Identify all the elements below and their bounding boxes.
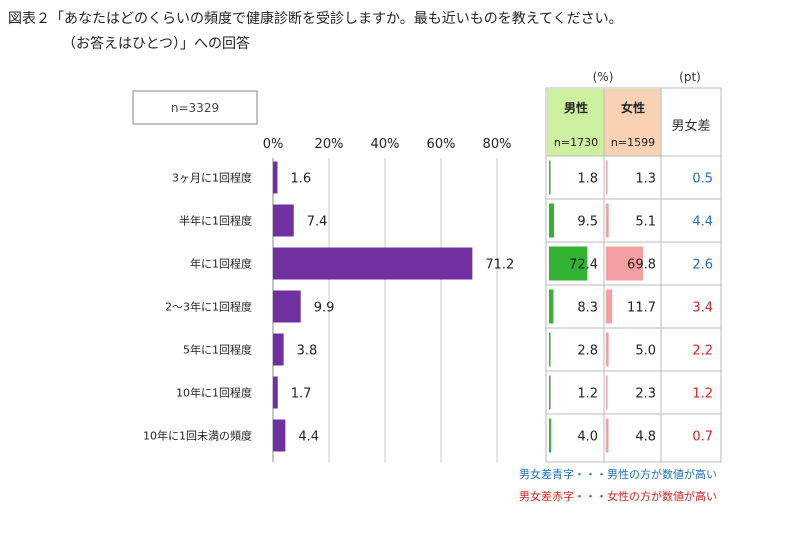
male-bar: [549, 418, 552, 453]
female-header-cell: [604, 89, 661, 156]
legend-note-red: 男女差赤字・・・女性の方が数値が高い: [519, 489, 717, 503]
category-label: 10年に1回未満の頻度: [143, 429, 252, 443]
unit-pt-label: (pt): [679, 70, 701, 84]
male-value: 1.8: [577, 172, 598, 187]
sample-box: [132, 90, 258, 125]
data-label: 1.7: [291, 387, 312, 402]
male-bar: [549, 160, 551, 195]
male-n-label: n=1730: [554, 136, 598, 149]
title-line-2: （お答えはひとつ）」への回答: [62, 35, 250, 52]
x-tick-label: 0%: [263, 137, 284, 152]
female-n-label: n=1599: [611, 136, 655, 149]
table-rows: 1.8 1.3 0.5 9.5 5.1 4.4 72.4 69.8 2.6 8.3 11.7 3.4 2…: [546, 160, 721, 453]
category-label: 10年に1回程度: [176, 386, 252, 400]
data-table: 男性 n=1730 女性 n=1599 男女差 1.8 1.3 0.5 9.5 5.1 4…: [545, 87, 722, 463]
diff-value: 4.4: [692, 215, 713, 230]
bar: [273, 376, 278, 409]
diff-value: 1.2: [692, 387, 713, 402]
data-label: 71.2: [485, 258, 514, 273]
male-bar: [549, 375, 551, 410]
male-header-label: 男性: [564, 100, 588, 115]
female-value: 5.0: [635, 344, 656, 359]
female-bar: [606, 332, 609, 367]
bar: [273, 204, 294, 237]
female-value: 11.7: [627, 301, 656, 316]
data-label: 9.9: [314, 301, 335, 316]
female-value: 2.3: [635, 387, 656, 402]
male-value: 1.2: [577, 387, 598, 402]
male-value: 8.3: [577, 301, 598, 316]
data-label: 1.6: [290, 172, 311, 187]
category-label: 年に1回程度: [190, 257, 252, 271]
male-bar: [549, 246, 588, 281]
female-value: 69.8: [627, 258, 656, 273]
male-value: 72.4: [569, 258, 598, 273]
bar: [273, 161, 278, 194]
bar: [273, 290, 301, 323]
female-value: 1.3: [635, 172, 656, 187]
female-bar: [606, 160, 608, 195]
male-bar: [549, 332, 551, 367]
category-label: 2～3年に1回程度: [165, 300, 252, 314]
bar: [273, 419, 286, 452]
male-header-cell: [547, 89, 604, 156]
diff-value: 3.4: [692, 301, 713, 316]
female-bar: [606, 289, 613, 324]
bar: [273, 333, 284, 366]
data-label: 3.8: [297, 344, 318, 359]
title-line-1: 図表２「あなたはどのくらいの頻度で健康診断を受診しますか。最も近いものを教えてく…: [8, 10, 623, 27]
female-header-label: 女性: [621, 100, 645, 115]
female-value: 4.8: [635, 430, 656, 445]
x-axis-ticks: 0% 20% 40% 60% 80%: [263, 137, 512, 152]
data-label: 7.4: [307, 215, 328, 230]
male-value: 9.5: [577, 215, 598, 230]
x-tick-label: 40%: [371, 137, 400, 152]
female-bar: [606, 203, 609, 238]
sample-label: n=3329: [171, 101, 219, 115]
bars: 3ヶ月に1回程度 1.6 半年に1回程度 7.4 年に1回程度 71.2 2～3年に1回程度…: [143, 161, 514, 452]
data-label: 4.4: [298, 430, 319, 445]
male-value: 4.0: [577, 430, 598, 445]
diff-value: 0.5: [692, 172, 713, 187]
category-label: 5年に1回程度: [183, 343, 252, 357]
female-value: 5.1: [635, 215, 656, 230]
legend-note-blue: 男女差青字・・・男性の方が数値が高い: [519, 467, 717, 481]
category-label: 3ヶ月に1回程度: [172, 171, 252, 185]
bar: [273, 247, 473, 280]
female-bar: [606, 375, 608, 410]
x-tick-label: 60%: [427, 137, 456, 152]
x-tick-label: 80%: [483, 137, 512, 152]
category-label: 半年に1回程度: [179, 214, 252, 228]
female-bar: [606, 418, 609, 453]
male-value: 2.8: [577, 344, 598, 359]
diff-value: 2.6: [692, 258, 713, 273]
diff-value: 0.7: [692, 430, 713, 445]
x-tick-label: 20%: [315, 137, 344, 152]
male-bar: [549, 203, 555, 238]
diff-header-label: 男女差: [671, 118, 710, 134]
male-bar: [549, 289, 554, 324]
diff-value: 2.2: [692, 344, 713, 359]
unit-pct-label: (%): [593, 70, 614, 84]
grid: [272, 158, 498, 462]
female-bar: [606, 246, 643, 281]
